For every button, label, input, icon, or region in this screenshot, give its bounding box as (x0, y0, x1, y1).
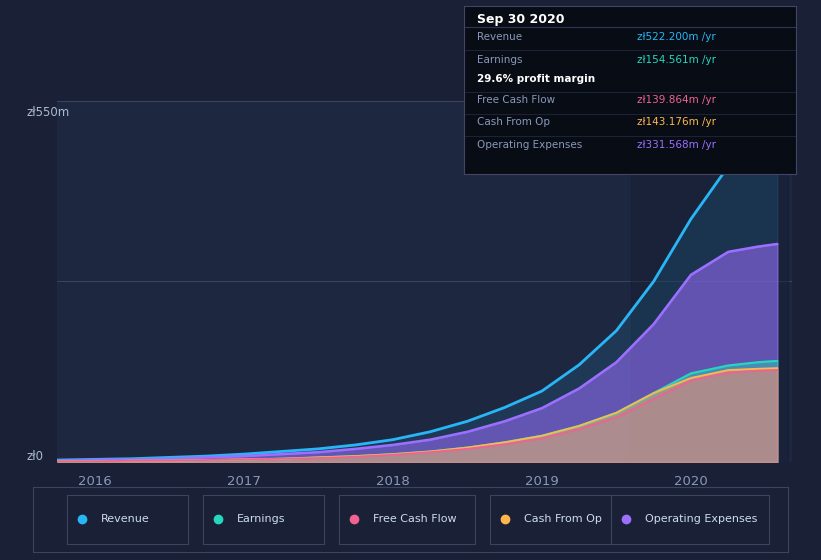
Text: zł0: zł0 (26, 450, 44, 463)
Text: Earnings: Earnings (477, 55, 523, 65)
Text: Sep 30 2020: Sep 30 2020 (477, 13, 565, 26)
Text: Free Cash Flow: Free Cash Flow (373, 515, 456, 524)
Text: zł522.200m /yr: zł522.200m /yr (637, 31, 716, 41)
Text: Revenue: Revenue (477, 31, 522, 41)
Text: 29.6% profit margin: 29.6% profit margin (477, 74, 595, 83)
Text: Cash From Op: Cash From Op (477, 118, 550, 127)
Text: Revenue: Revenue (101, 515, 149, 524)
Text: zł139.864m /yr: zł139.864m /yr (637, 96, 716, 105)
Text: zł550m: zł550m (26, 105, 70, 119)
Text: Earnings: Earnings (236, 515, 285, 524)
Text: zł143.176m /yr: zł143.176m /yr (637, 118, 716, 127)
Text: zł331.568m /yr: zł331.568m /yr (637, 140, 716, 150)
Text: Free Cash Flow: Free Cash Flow (477, 96, 555, 105)
Text: Cash From Op: Cash From Op (524, 515, 602, 524)
Text: Operating Expenses: Operating Expenses (644, 515, 757, 524)
Bar (631, 101, 788, 462)
Text: Operating Expenses: Operating Expenses (477, 140, 582, 150)
Text: zł154.561m /yr: zł154.561m /yr (637, 55, 716, 65)
